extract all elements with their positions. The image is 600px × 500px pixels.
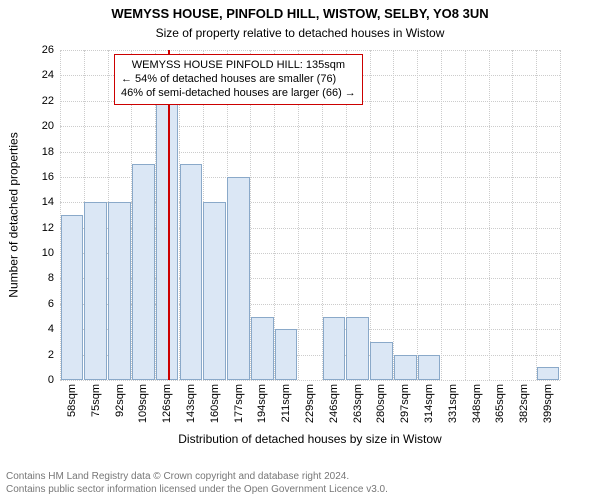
gridline-v: [370, 50, 371, 380]
gridline-v: [536, 50, 537, 380]
y-tick-label: 14: [42, 196, 60, 208]
y-tick-label: 4: [48, 323, 60, 335]
x-tick-label: 382sqm: [518, 380, 530, 423]
x-tick-label: 365sqm: [494, 380, 506, 423]
plot-area: 0246810121416182022242658sqm75sqm92sqm10…: [60, 50, 560, 380]
histogram-bar: [346, 317, 369, 380]
histogram-bar: [418, 355, 441, 380]
y-tick-label: 10: [42, 247, 60, 259]
histogram-bar: [370, 342, 393, 380]
x-tick-label: 314sqm: [423, 380, 435, 423]
x-tick-label: 399sqm: [542, 380, 554, 423]
gridline-v: [489, 50, 490, 380]
histogram-bar: [537, 367, 560, 380]
gridline-v: [512, 50, 513, 380]
chart-subtitle: Size of property relative to detached ho…: [0, 26, 600, 40]
gridline-h: [60, 152, 560, 153]
x-tick-label: 348sqm: [471, 380, 483, 423]
y-tick-label: 2: [48, 349, 60, 361]
x-tick-label: 92sqm: [114, 380, 126, 417]
gridline-v: [441, 50, 442, 380]
x-tick-label: 263sqm: [352, 380, 364, 423]
x-tick-label: 331sqm: [447, 380, 459, 423]
annotation-line: WEMYSS HOUSE PINFOLD HILL: 135sqm: [121, 59, 356, 73]
chart-title: WEMYSS HOUSE, PINFOLD HILL, WISTOW, SELB…: [0, 6, 600, 21]
x-tick-label: 297sqm: [399, 380, 411, 423]
histogram-bar: [251, 317, 274, 380]
histogram-bar: [227, 177, 250, 380]
histogram-bar: [180, 164, 203, 380]
histogram-bar: [275, 329, 298, 380]
x-tick-label: 126sqm: [161, 380, 173, 423]
histogram-bar: [203, 202, 226, 380]
x-tick-label: 194sqm: [256, 380, 268, 423]
gridline-h: [60, 126, 560, 127]
x-tick-label: 143sqm: [185, 380, 197, 423]
footer-line: Contains public sector information licen…: [6, 483, 388, 496]
gridline-h: [60, 50, 560, 51]
x-tick-label: 177sqm: [233, 380, 245, 423]
histogram-bar: [323, 317, 346, 380]
x-tick-label: 280sqm: [375, 380, 387, 423]
x-axis-label: Distribution of detached houses by size …: [60, 432, 560, 446]
y-tick-label: 24: [42, 69, 60, 81]
x-tick-label: 211sqm: [280, 380, 292, 422]
y-tick-label: 16: [42, 171, 60, 183]
x-tick-label: 75sqm: [90, 380, 102, 417]
y-tick-label: 6: [48, 298, 60, 310]
y-tick-label: 8: [48, 272, 60, 284]
histogram-bar: [61, 215, 84, 380]
gridline-v: [393, 50, 394, 380]
y-tick-label: 12: [42, 222, 60, 234]
gridline-v: [417, 50, 418, 380]
footer-line: Contains HM Land Registry data © Crown c…: [6, 470, 388, 483]
histogram-bar: [394, 355, 417, 380]
y-tick-label: 18: [42, 146, 60, 158]
y-tick-label: 26: [42, 44, 60, 56]
x-tick-label: 109sqm: [137, 380, 149, 423]
histogram-bar: [108, 202, 131, 380]
gridline-v: [465, 50, 466, 380]
x-tick-label: 229sqm: [304, 380, 316, 423]
annotation-line: 46% of semi-detached houses are larger (…: [121, 87, 356, 101]
y-tick-label: 20: [42, 120, 60, 132]
y-tick-label: 0: [48, 374, 60, 386]
histogram-bar: [84, 202, 107, 380]
figure: WEMYSS HOUSE, PINFOLD HILL, WISTOW, SELB…: [0, 0, 600, 500]
x-tick-label: 246sqm: [328, 380, 340, 423]
gridline-v: [560, 50, 561, 380]
histogram-bar: [132, 164, 155, 380]
y-axis-label: Number of detached properties: [4, 50, 24, 380]
footer-attribution: Contains HM Land Registry data © Crown c…: [6, 470, 388, 496]
y-tick-label: 22: [42, 95, 60, 107]
x-tick-label: 160sqm: [209, 380, 221, 423]
annotation-box: WEMYSS HOUSE PINFOLD HILL: 135sqm← 54% o…: [114, 54, 363, 105]
annotation-line: ← 54% of detached houses are smaller (76…: [121, 73, 356, 87]
x-tick-label: 58sqm: [66, 380, 78, 417]
